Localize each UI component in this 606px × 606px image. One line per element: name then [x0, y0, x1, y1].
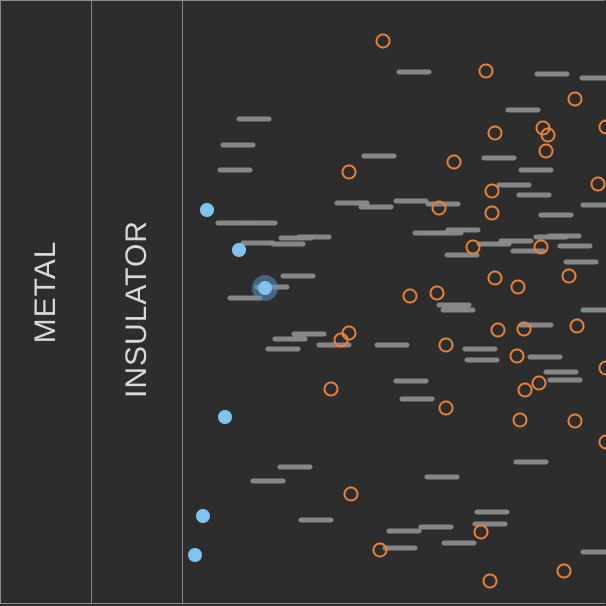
hole-particle [473, 524, 489, 540]
electron-particle [232, 243, 246, 257]
electron-particle [258, 281, 272, 295]
hole-particle [341, 164, 357, 180]
hole-particle [482, 573, 498, 589]
hole-particle [487, 125, 503, 141]
hole-particle [438, 400, 454, 416]
insulator-region: INSULATOR [92, 0, 183, 604]
hole-particle [561, 268, 577, 284]
hole-particle [372, 542, 388, 558]
hole-particle [490, 322, 506, 338]
hole-particle [517, 382, 533, 398]
hole-particle [567, 413, 583, 429]
hole-particle [533, 239, 549, 255]
hole-particle [598, 434, 606, 450]
hole-particle [438, 337, 454, 353]
hole-particle [341, 325, 357, 341]
hole-particle [487, 270, 503, 286]
hole-particle [540, 127, 556, 143]
hole-particle [343, 486, 359, 502]
hole-particle [402, 288, 418, 304]
hole-particle [510, 279, 526, 295]
hole-particle [512, 412, 528, 428]
hole-particle [429, 285, 445, 301]
hole-particle [516, 321, 532, 337]
hole-particle [484, 205, 500, 221]
hole-particle [598, 360, 606, 376]
hole-particle [567, 91, 583, 107]
hole-particle [590, 176, 606, 192]
hole-particle [446, 154, 462, 170]
electron-particle [196, 509, 210, 523]
electron-particle [200, 203, 214, 217]
hole-particle [478, 63, 494, 79]
hole-particle [556, 563, 572, 579]
hole-particle [431, 200, 447, 216]
hole-particle [509, 348, 525, 364]
hole-particle [323, 381, 339, 397]
hole-particle [375, 33, 391, 49]
electron-particle [218, 410, 232, 424]
hole-particle [484, 183, 500, 199]
hole-particle [538, 143, 554, 159]
hole-particle [569, 318, 585, 334]
metal-region: METAL [1, 0, 92, 604]
hole-particle [531, 375, 547, 391]
hole-particle [598, 119, 606, 135]
electron-particle [188, 548, 202, 562]
hole-particle [333, 332, 349, 348]
hole-particle [465, 239, 481, 255]
